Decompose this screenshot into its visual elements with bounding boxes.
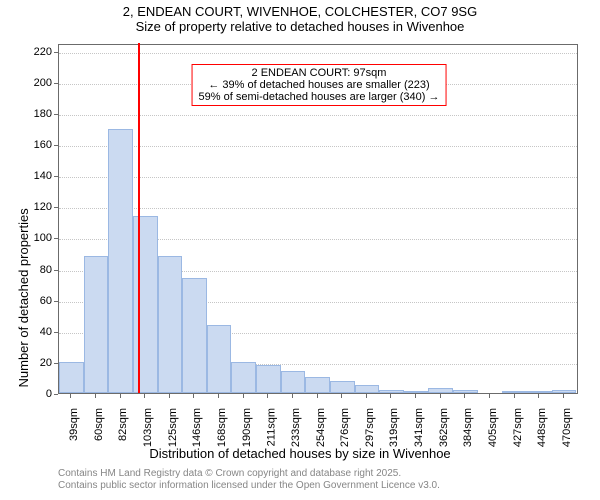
x-tick-label: 384sqm (462, 408, 474, 447)
x-tick-label: 254sqm (315, 408, 327, 447)
chart-title-block: 2, ENDEAN COURT, WIVENHOE, COLCHESTER, C… (0, 4, 600, 34)
x-tick-label: 103sqm (142, 408, 154, 447)
x-tick-mark (70, 394, 71, 398)
x-tick-mark (292, 394, 293, 398)
x-tick-label: 125sqm (167, 408, 179, 447)
chart-title-line2: Size of property relative to detached ho… (0, 19, 600, 34)
histogram-bar (158, 256, 183, 393)
y-tick-label: 120 (34, 201, 52, 213)
histogram-bar (59, 362, 84, 393)
grid-line (59, 146, 577, 147)
x-tick-mark (514, 394, 515, 398)
histogram-bar (207, 325, 232, 393)
plot-area: 2 ENDEAN COURT: 97sqm ← 39% of detached … (58, 44, 578, 394)
histogram-bar (256, 365, 281, 393)
histogram-bar (552, 390, 577, 393)
x-tick-label: 60sqm (93, 408, 105, 441)
x-tick-label: 362sqm (438, 408, 450, 447)
attribution-line1: Contains HM Land Registry data © Crown c… (58, 468, 440, 480)
x-tick-label: 405sqm (487, 408, 499, 447)
y-tick-label: 80 (40, 264, 52, 276)
y-tick-label: 40 (40, 326, 52, 338)
grid-line (59, 115, 577, 116)
annotation-line2: ← 39% of detached houses are smaller (22… (199, 79, 440, 91)
histogram-bar (379, 390, 404, 393)
y-tick-label: 60 (40, 295, 52, 307)
y-tick-mark (54, 394, 58, 395)
x-tick-mark (267, 394, 268, 398)
x-tick-mark (120, 394, 121, 398)
histogram-bar (182, 278, 207, 393)
histogram-bar (84, 256, 109, 393)
histogram-bar (453, 390, 478, 393)
histogram-bar (133, 216, 158, 393)
x-tick-label: 297sqm (364, 408, 376, 447)
y-tick-label: 200 (34, 77, 52, 89)
annotation-line1: 2 ENDEAN COURT: 97sqm (199, 67, 440, 79)
x-tick-mark (317, 394, 318, 398)
histogram-bar (231, 362, 256, 393)
y-tick-label: 0 (46, 388, 52, 400)
histogram-bar (502, 391, 527, 393)
x-tick-mark (95, 394, 96, 398)
y-axis-label: Number of detached properties (16, 208, 31, 387)
y-tick-label: 140 (34, 170, 52, 182)
x-tick-mark (415, 394, 416, 398)
annotation-line3: 59% of semi-detached houses are larger (… (199, 91, 440, 103)
x-tick-label: 39sqm (68, 408, 80, 441)
x-tick-mark (366, 394, 367, 398)
y-tick-label: 100 (34, 232, 52, 244)
x-tick-mark (489, 394, 490, 398)
chart-title-line1: 2, ENDEAN COURT, WIVENHOE, COLCHESTER, C… (0, 4, 600, 19)
annotation-box: 2 ENDEAN COURT: 97sqm ← 39% of detached … (192, 64, 447, 106)
x-tick-label: 319sqm (388, 408, 400, 447)
x-tick-mark (243, 394, 244, 398)
x-tick-mark (144, 394, 145, 398)
x-tick-label: 190sqm (241, 408, 253, 447)
attribution-text: Contains HM Land Registry data © Crown c… (58, 468, 440, 492)
x-tick-mark (218, 394, 219, 398)
x-tick-mark (538, 394, 539, 398)
histogram-bar (330, 381, 355, 393)
x-tick-mark (341, 394, 342, 398)
grid-line (59, 53, 577, 54)
x-tick-label: 82sqm (118, 408, 130, 441)
x-tick-label: 427sqm (512, 408, 524, 447)
x-tick-label: 470sqm (561, 408, 573, 447)
x-tick-label: 233sqm (290, 408, 302, 447)
x-tick-mark (563, 394, 564, 398)
histogram-bar (428, 388, 453, 393)
histogram-bar (404, 391, 429, 393)
x-tick-mark (464, 394, 465, 398)
x-tick-label: 146sqm (191, 408, 203, 447)
x-tick-label: 448sqm (536, 408, 548, 447)
x-tick-mark (440, 394, 441, 398)
histogram-bar (281, 371, 306, 393)
y-tick-label: 20 (40, 357, 52, 369)
x-tick-label: 211sqm (265, 408, 277, 446)
histogram-bar (527, 391, 552, 393)
attribution-line2: Contains public sector information licen… (58, 480, 440, 492)
x-tick-label: 276sqm (339, 408, 351, 447)
grid-line (59, 177, 577, 178)
y-tick-label: 220 (34, 46, 52, 58)
x-tick-mark (390, 394, 391, 398)
x-tick-mark (169, 394, 170, 398)
histogram-bar (355, 385, 380, 393)
marker-line (138, 43, 140, 393)
x-tick-label: 168sqm (216, 408, 228, 447)
property-size-chart: 2, ENDEAN COURT, WIVENHOE, COLCHESTER, C… (0, 0, 600, 500)
y-tick-label: 180 (34, 108, 52, 120)
x-tick-mark (193, 394, 194, 398)
y-tick-label: 160 (34, 139, 52, 151)
grid-line (59, 208, 577, 209)
histogram-bar (305, 377, 330, 393)
x-axis-label: Distribution of detached houses by size … (0, 446, 600, 461)
x-tick-label: 341sqm (413, 408, 425, 447)
histogram-bar (108, 129, 133, 393)
